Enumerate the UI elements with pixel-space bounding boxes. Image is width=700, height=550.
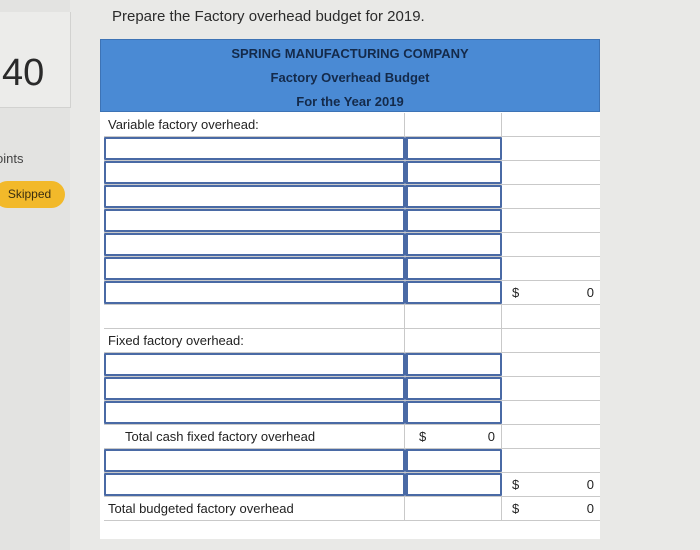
variable-row-1 (104, 137, 600, 161)
fixed-amount-input-2[interactable] (405, 377, 502, 400)
fixed-item-select-2[interactable] (104, 377, 405, 400)
budget-period: For the Year 2019 (296, 94, 404, 109)
variable-amount-input-1[interactable] (405, 137, 502, 160)
table-header: SPRING MANUFACTURING COMPANY Factory Ove… (100, 39, 600, 112)
fixed-row-2 (104, 377, 600, 401)
variable-row-5 (104, 233, 600, 257)
variable-header-row: Variable factory overhead: (104, 113, 600, 137)
fixed-item-select-3[interactable] (104, 401, 405, 424)
variable-amount-input-4[interactable] (405, 209, 502, 232)
fixed-total-label-select[interactable] (104, 473, 405, 496)
budget-total-label: Total budgeted factory overhead (108, 501, 294, 516)
question-prompt: Prepare the Factory overhead budget for … (112, 8, 425, 25)
fixed-total-value: 0 (586, 477, 594, 492)
fixed-row-1 (104, 353, 600, 377)
variable-amount-input-5[interactable] (405, 233, 502, 256)
company-name: SPRING MANUFACTURING COMPANY (231, 46, 469, 61)
overhead-budget-table: SPRING MANUFACTURING COMPANY Factory Ove… (100, 39, 600, 539)
points-label: oints (0, 151, 24, 166)
fixed-deduction-row (104, 449, 600, 473)
budget-total-row: Total budgeted factory overhead $ 0 (104, 497, 600, 521)
fixed-total-currency: $ (512, 477, 520, 492)
points-box: 40 (0, 12, 71, 108)
variable-item-select-1[interactable] (104, 137, 405, 160)
points-value: 40 (2, 52, 45, 94)
fixed-amount-input-1[interactable] (405, 353, 502, 376)
variable-total-label-select[interactable] (104, 281, 405, 304)
cash-fixed-total-row: Total cash fixed factory overhead $ 0 (104, 425, 600, 449)
fixed-item-select-1[interactable] (104, 353, 405, 376)
status-badge: Skipped (0, 181, 65, 208)
cash-fixed-total-currency: $ (419, 429, 427, 444)
variable-overhead-label: Variable factory overhead: (108, 117, 259, 132)
cash-fixed-total-value: 0 (487, 429, 495, 444)
variable-item-select-4[interactable] (104, 209, 405, 232)
fixed-overhead-label: Fixed factory overhead: (108, 333, 244, 348)
variable-row-2 (104, 161, 600, 185)
budget-total-currency: $ (512, 501, 520, 516)
fixed-row-3 (104, 401, 600, 425)
variable-item-select-2[interactable] (104, 161, 405, 184)
variable-row-4 (104, 209, 600, 233)
variable-amount-input-6[interactable] (405, 257, 502, 280)
budget-total-value: 0 (586, 501, 594, 516)
fixed-deduction-select[interactable] (104, 449, 405, 472)
fixed-amount-input-3[interactable] (405, 401, 502, 424)
spacer-row (104, 305, 600, 329)
fixed-total-row: $ 0 (104, 473, 600, 497)
variable-amount-input-3[interactable] (405, 185, 502, 208)
cash-fixed-total-label: Total cash fixed factory overhead (125, 429, 316, 444)
variable-amount-input-2[interactable] (405, 161, 502, 184)
variable-total-amount-input[interactable] (405, 281, 502, 304)
budget-title: Factory Overhead Budget (270, 70, 430, 85)
variable-item-select-6[interactable] (104, 257, 405, 280)
variable-total-row: $ 0 (104, 281, 600, 305)
variable-item-select-3[interactable] (104, 185, 405, 208)
fixed-deduction-input[interactable] (405, 449, 502, 472)
fixed-header-row: Fixed factory overhead: (104, 329, 600, 353)
fixed-total-amount-input[interactable] (405, 473, 502, 496)
variable-total-currency: $ (512, 285, 520, 300)
side-panel: 40 oints Skipped (0, 0, 71, 550)
variable-item-select-5[interactable] (104, 233, 405, 256)
variable-total-value: 0 (586, 285, 594, 300)
variable-row-6 (104, 257, 600, 281)
variable-row-3 (104, 185, 600, 209)
